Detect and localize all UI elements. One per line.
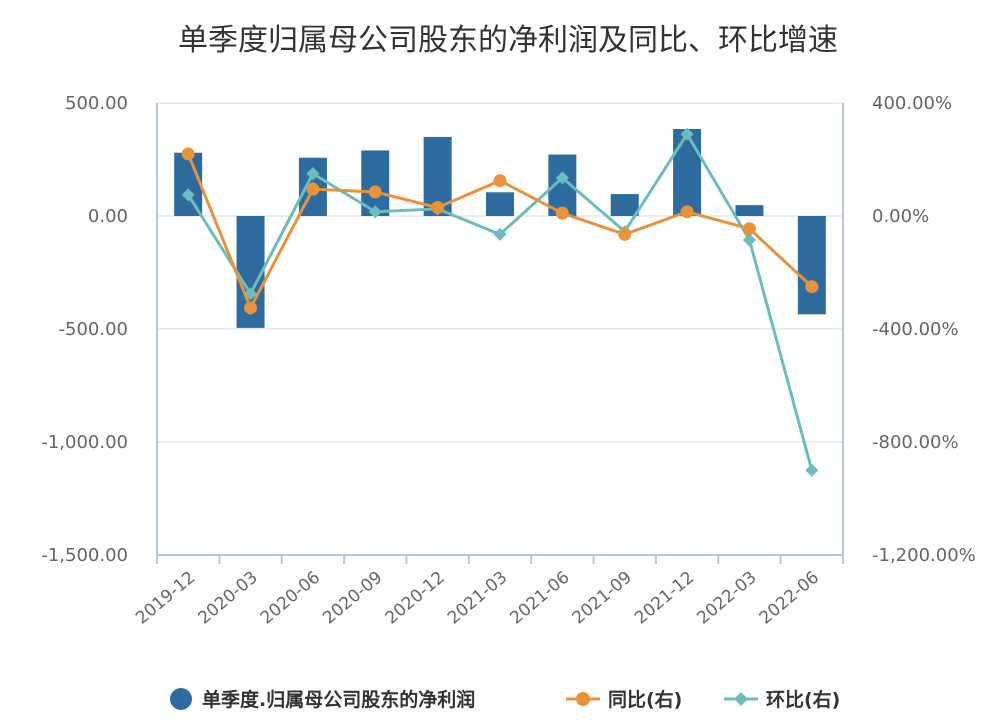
right-y-tick-label: -400.00% [872,319,959,340]
x-tick-label: 2021-09 [569,568,636,629]
bar [673,128,702,216]
legend-circle-marker [576,692,590,706]
diamond-marker [742,233,756,247]
legend-label: 单季度.归属母公司股东的净利润 [202,688,475,711]
circle-marker [680,205,694,219]
grid-lines [157,102,843,556]
diamond-marker [181,188,195,202]
x-tick-label: 2020-06 [257,568,324,629]
bar [610,194,639,216]
x-tick-label: 2020-12 [382,568,449,629]
circle-marker [618,227,632,241]
x-tick-label: 2022-03 [693,568,760,629]
left-y-tick-label: -500.00 [59,319,128,340]
x-tick-label: 2019-12 [132,568,199,629]
circle-marker [368,185,382,199]
x-tick-label: 2021-12 [631,568,698,629]
bar [735,205,764,216]
x-tick-label: 2021-03 [444,568,511,629]
x-tick-label: 2020-03 [194,568,261,629]
left-y-tick-label: 500.00 [65,93,128,114]
right-y-tick-label: -800.00% [872,432,959,453]
diamond-marker [555,171,569,185]
circle-marker [742,222,756,236]
left-y-tick-label: -1,000.00 [41,432,128,453]
diamond-marker [368,205,382,219]
circle-marker [306,182,320,196]
diamond-marker [805,463,819,477]
circle-marker [555,206,569,220]
line-series [181,127,819,477]
x-tick-label: 2022-06 [756,568,823,629]
legend-bar-swatch [170,688,192,710]
right-y-tick-label: 0.00% [872,206,929,227]
legend-label: 同比(右) [608,688,682,711]
circle-marker [805,280,819,294]
circle-marker [181,147,195,161]
left-y-tick-label: 0.00 [88,206,128,227]
left-y-tick-label: -1,500.00 [41,545,128,566]
x-tick-label: 2020-09 [319,568,386,629]
right-y-tick-label: 400.00% [872,93,952,114]
right-y-tick-label: -1,200.00% [872,545,976,566]
circle-marker [431,201,445,215]
legend-diamond-marker [734,692,748,706]
legend-label: 环比(右) [766,688,840,711]
diamond-marker [306,167,320,181]
circle-marker [493,174,507,188]
chart-title: 单季度归属母公司股东的净利润及同比、环比增速 [178,23,838,58]
x-tick-label: 2021-06 [506,568,573,629]
legend: 单季度.归属母公司股东的净利润 同比(右) 环比(右) [170,688,840,711]
circle-marker [244,301,258,315]
bar [797,216,826,315]
bar [174,152,203,216]
diamond-marker [680,127,694,141]
bar [486,192,514,216]
diamond-marker [493,227,507,241]
